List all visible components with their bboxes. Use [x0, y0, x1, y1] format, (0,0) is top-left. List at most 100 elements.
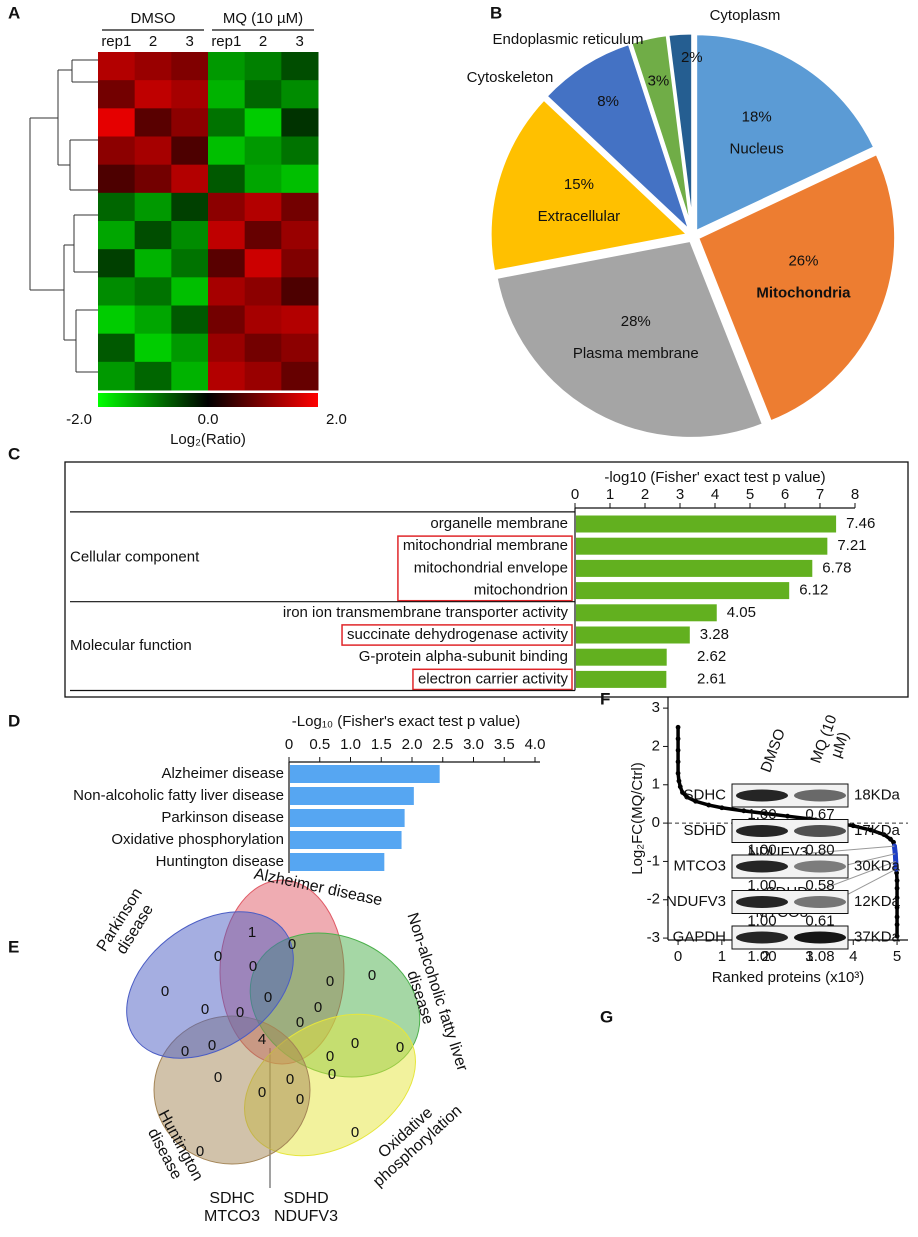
- pie-category-label: Extracellular: [538, 208, 621, 225]
- venn-region-count: 0: [236, 1004, 244, 1021]
- protein-label: GAPDH: [673, 928, 726, 945]
- heatmap-cell: [98, 277, 136, 306]
- x-tick-label: 0: [285, 736, 293, 753]
- x-axis-label: -log10 (Fisher' exact test p value): [604, 469, 825, 486]
- protein-label: MTCO3: [674, 857, 727, 874]
- heatmap-cell: [281, 361, 319, 391]
- heatmap-cell: [134, 52, 172, 81]
- heatmap-cell: [281, 277, 319, 306]
- heatmap-cell: [208, 192, 246, 222]
- bar: [576, 515, 837, 533]
- x-tick-label: 0.5: [309, 736, 330, 753]
- x-tick-label: 3: [676, 486, 684, 503]
- size-label: 37KDa: [854, 928, 901, 945]
- heatmap-cell: [134, 192, 172, 222]
- column-label: 2: [259, 33, 267, 50]
- blot-band: [736, 896, 788, 908]
- y-tick-label: -2: [647, 891, 660, 908]
- pie-value-label: 18%: [742, 109, 772, 126]
- band-value-label: 1.00: [747, 877, 776, 894]
- data-point: [868, 827, 874, 833]
- data-point: [894, 922, 900, 928]
- heatmap-cell: [171, 192, 209, 222]
- data-point: [684, 794, 690, 800]
- heatmap-cell: [208, 80, 246, 109]
- category-label: organelle membrane: [430, 515, 568, 532]
- heatmap-cell: [244, 192, 282, 222]
- data-point: [881, 832, 887, 837]
- data-point: [894, 905, 900, 910]
- value-label: 7.21: [837, 537, 866, 554]
- heatmap-cell: [171, 333, 209, 363]
- panel-label: G: [600, 1007, 613, 1026]
- heatmap-cell: [134, 108, 172, 137]
- series-line: [891, 843, 899, 872]
- x-tick-label: 5: [893, 948, 901, 965]
- category-label: G-protein alpha-subunit binding: [359, 648, 568, 665]
- value-label: 7.46: [846, 515, 875, 532]
- blot-band: [794, 860, 846, 873]
- value-label: 2.62: [697, 648, 726, 665]
- heatmap-cell: [281, 108, 319, 137]
- data-point: [675, 724, 681, 730]
- pie-category-label: Nucleus: [730, 141, 784, 158]
- value-label: 2.61: [697, 670, 726, 687]
- data-point: [741, 808, 747, 814]
- heatmap-cell: [134, 221, 172, 250]
- heatmap-cell: [98, 80, 136, 109]
- venn-region-count: 0: [264, 989, 272, 1006]
- data-point: [894, 895, 900, 901]
- venn-region-count: 0: [368, 967, 376, 984]
- venn-region-count: 0: [288, 936, 296, 953]
- heatmap-cell: [208, 221, 246, 250]
- venn-region-count: 0: [201, 1001, 209, 1018]
- heatmap-cell: [244, 333, 282, 363]
- group-label-text: Cellular component: [70, 548, 200, 566]
- pie-value-label: 2%: [681, 49, 703, 66]
- size-label: 18KDa: [854, 786, 901, 803]
- x-tick-label: 3: [805, 948, 813, 965]
- heatmap-cell: [208, 249, 246, 278]
- bar: [576, 670, 667, 688]
- bar: [290, 787, 414, 805]
- x-tick-label: 3.0: [463, 736, 484, 753]
- y-tick-label: 3: [652, 699, 660, 716]
- panel-frame: [64, 461, 909, 698]
- x-tick-label: 4.0: [525, 736, 546, 753]
- column-label: 3: [185, 33, 193, 50]
- pie-slice: [543, 41, 692, 233]
- pie-slice: [695, 151, 898, 424]
- category-label: Huntington disease: [156, 853, 284, 870]
- heatmap-cell: [281, 192, 319, 222]
- data-point: [894, 885, 900, 891]
- heatmap-cell: [281, 333, 319, 363]
- blot-band: [736, 789, 788, 802]
- heatmap-cell: [98, 52, 136, 81]
- heatmap-cell: [244, 80, 282, 109]
- heatmap-cell: [281, 221, 319, 250]
- bar: [576, 604, 717, 622]
- y-tick-label: 0: [652, 814, 660, 831]
- data-point: [677, 784, 683, 790]
- y-tick-label: -3: [647, 929, 660, 946]
- x-axis-label: Ranked proteins (x10³): [712, 969, 865, 986]
- data-point: [894, 914, 900, 920]
- data-point: [719, 805, 725, 811]
- heatmap-cell: [134, 249, 172, 278]
- heatmap-cell: [98, 249, 136, 278]
- bar: [576, 582, 790, 600]
- heatmap-cell: [244, 136, 282, 166]
- x-tick-label: 0: [674, 948, 682, 965]
- heatmap-cell: [208, 361, 246, 391]
- blot-band: [794, 825, 846, 837]
- category-label: Oxidative phosphorylation: [111, 831, 284, 848]
- x-tick-label: 2: [761, 948, 769, 965]
- venn-region-count: 0: [326, 1048, 334, 1065]
- x-tick-label: 0: [571, 486, 579, 503]
- heatmap-cell: [171, 164, 209, 194]
- y-tick-label: 2: [652, 737, 660, 754]
- blot-band: [794, 931, 846, 944]
- pie-category-label: Cytoskeleton: [467, 69, 554, 86]
- heatmap-cell: [134, 136, 172, 166]
- heatmap-cell: [208, 52, 246, 81]
